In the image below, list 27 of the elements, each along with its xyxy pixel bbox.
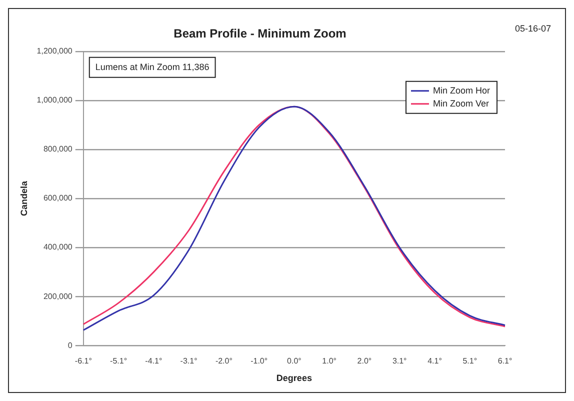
x-tick-label: -6.1° <box>74 356 92 366</box>
x-tick-label: -4.1° <box>145 356 162 366</box>
y-tick-label: 800,000 <box>43 144 73 154</box>
x-tick-label: 5.1° <box>462 356 478 366</box>
x-tick-label: -5.1° <box>110 356 128 366</box>
y-tick-label: 1,200,000 <box>36 46 73 56</box>
legend-label: Min Zoom Hor <box>432 85 490 96</box>
x-tick-label: 3.1° <box>392 356 407 366</box>
x-tick-label: 0.0° <box>287 356 302 366</box>
text: 05-16-07 <box>514 23 551 34</box>
y-tick-label: 200,000 <box>43 292 73 301</box>
x-axis-title: Degrees <box>276 373 312 384</box>
annotation: Lumens at Min Zoom 11,386 <box>95 62 210 72</box>
x-tick-label: 6.1° <box>498 356 512 366</box>
x-tick-label: -1.0° <box>250 356 268 366</box>
legend-label: Min Zoom Ver <box>432 98 490 108</box>
y-axis-title: Candela <box>18 180 29 216</box>
y-tick-label: 400,000 <box>43 242 73 252</box>
chart-title: Beam Profile - Minimum Zoom <box>174 26 346 41</box>
x-tick-label: -3.1° <box>180 356 198 366</box>
x-tick-label: 4.1° <box>428 356 442 366</box>
y-tick-label: 0 <box>68 340 73 350</box>
x-tick-label: -2.0° <box>215 356 232 366</box>
y-tick-label: 1,000,000 <box>36 96 73 105</box>
y-tick-label: 600,000 <box>43 194 73 203</box>
x-tick-label: 1.0° <box>322 356 336 366</box>
x-tick-label: 2.0° <box>357 356 372 366</box>
